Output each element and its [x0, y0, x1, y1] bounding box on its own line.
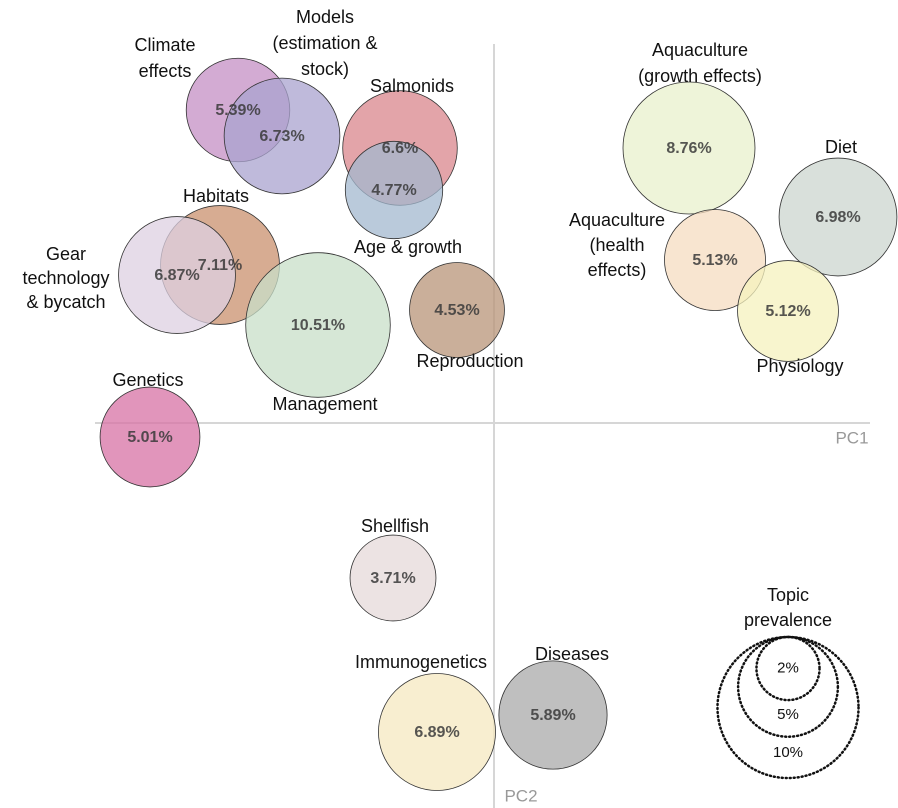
topic-label: Physiology	[756, 356, 843, 376]
topic-label: Shellfish	[361, 516, 429, 536]
topic-label: Gear	[46, 244, 86, 264]
bubble	[344, 140, 444, 240]
topic-label: (health	[589, 235, 644, 255]
topic-label: effects	[139, 61, 192, 81]
topic-label: (estimation &	[272, 33, 377, 53]
value-label: 5.39%	[215, 102, 260, 119]
value-label: 7.11%	[198, 257, 242, 274]
legend-label: 5%	[777, 706, 799, 723]
value-label: 6.98%	[815, 209, 860, 226]
bubble	[378, 673, 496, 791]
bubble	[349, 534, 437, 622]
value-label: 5.13%	[692, 252, 737, 269]
value-label: 5.89%	[530, 707, 575, 724]
bubble	[118, 216, 236, 334]
x-axis-label: PC1	[835, 428, 868, 447]
legend-circle	[716, 635, 860, 780]
bubble	[737, 260, 839, 362]
topic-label: effects)	[588, 260, 647, 280]
bubble	[245, 252, 391, 398]
topic-label: Genetics	[112, 370, 183, 390]
value-label: 6.6%	[382, 140, 418, 157]
value-label: 8.76%	[666, 140, 711, 157]
legend-title: prevalence	[744, 610, 832, 630]
topic-label: Diet	[825, 137, 857, 157]
value-label: 10.51%	[291, 317, 345, 334]
bubble	[622, 81, 756, 215]
topic-label: (growth effects)	[638, 66, 762, 86]
topic-label: Aquaculture	[652, 40, 748, 60]
legend-title: Topic	[767, 585, 809, 605]
topic-label: Management	[272, 394, 377, 414]
topic-label: technology	[22, 268, 109, 288]
bubble	[409, 262, 505, 358]
value-label: 6.73%	[259, 128, 304, 145]
topic-label: Age & growth	[354, 237, 462, 257]
legend-circle	[736, 635, 840, 738]
bubble	[99, 386, 201, 488]
value-label: 6.87%	[154, 267, 199, 284]
topic-label: stock)	[301, 59, 349, 79]
topic-label: & bycatch	[26, 292, 105, 312]
topic-label: Climate	[134, 35, 195, 55]
topic-label: Habitats	[183, 186, 249, 206]
value-label: 5.01%	[127, 429, 172, 446]
value-label: 6.89%	[414, 724, 459, 741]
bubble	[498, 660, 608, 770]
bubble	[223, 77, 341, 195]
topic-label: Aquaculture	[569, 210, 665, 230]
y-axis-label: PC2	[504, 786, 537, 805]
value-label: 4.53%	[434, 302, 479, 319]
topic-label: Reproduction	[416, 351, 523, 371]
topic-label: Immunogenetics	[355, 652, 487, 672]
value-label: 4.77%	[371, 182, 416, 199]
bubble	[664, 209, 766, 311]
legend-label: 10%	[773, 744, 803, 761]
value-label: 3.71%	[370, 570, 415, 587]
topic-label: Salmonids	[370, 76, 454, 96]
legend-label: 2%	[777, 660, 799, 677]
topic-label: Diseases	[535, 644, 609, 664]
value-label: 5.12%	[765, 303, 810, 320]
bubble	[778, 157, 898, 277]
topic-label: Models	[296, 7, 354, 27]
